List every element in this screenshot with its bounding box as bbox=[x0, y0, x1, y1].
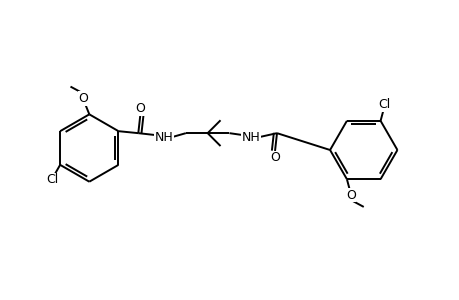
Text: O: O bbox=[269, 152, 280, 164]
Text: O: O bbox=[135, 102, 145, 115]
Text: O: O bbox=[345, 188, 355, 202]
Text: NH: NH bbox=[154, 130, 173, 144]
Text: Cl: Cl bbox=[46, 173, 58, 186]
Text: NH: NH bbox=[241, 130, 260, 144]
Text: Cl: Cl bbox=[378, 98, 390, 112]
Text: O: O bbox=[78, 92, 88, 105]
